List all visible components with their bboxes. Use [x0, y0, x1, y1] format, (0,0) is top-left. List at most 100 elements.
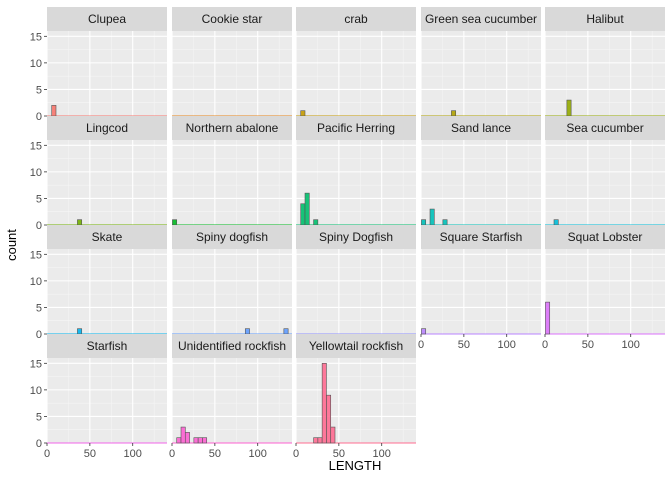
panel-background	[545, 249, 665, 334]
x-tick-label: 100	[373, 448, 391, 460]
facet-strip-label: Pacific Herring	[317, 121, 395, 135]
x-tick-label: 0	[293, 448, 299, 460]
x-tick-label: 50	[458, 339, 470, 351]
panel-background	[47, 31, 167, 116]
facet-strip	[47, 225, 167, 249]
x-tick-label: 0	[44, 448, 50, 460]
facet-skate: Skate 0 5 10 15	[30, 225, 167, 341]
panel-background	[296, 249, 416, 334]
facet-strip-label: Halibut	[586, 12, 624, 26]
y-tick-label: 5	[36, 302, 42, 314]
y-tick-label: 15	[30, 140, 42, 152]
facet-strip-label: Spiny dogfish	[196, 230, 268, 244]
histogram-bar	[51, 105, 57, 117]
x-tick-label: 0	[418, 339, 424, 351]
facet-strip	[545, 225, 665, 249]
histogram-bar	[566, 99, 572, 117]
facet-strip-label: Square Starfish	[440, 230, 523, 244]
facet-strip	[172, 7, 292, 31]
y-tick-label: 15	[30, 358, 42, 370]
histogram-bar	[283, 328, 289, 335]
facet-strip-label: Cookie star	[202, 12, 263, 26]
histogram-bar	[244, 328, 250, 335]
panel-background	[172, 31, 292, 116]
facet-northern-abalone: Northern abalone	[171, 116, 292, 226]
y-tick-label: 5	[36, 411, 42, 423]
panel-background	[421, 249, 541, 334]
panel-background	[47, 358, 167, 443]
facet-strip-label: crab	[344, 12, 368, 26]
facet-squat-lobster: Squat Lobster 0 50 100	[542, 225, 665, 351]
facet-strip-label: Northern abalone	[186, 121, 279, 135]
facet-square-starfish: Square Starfish 0 50 100	[418, 225, 541, 351]
panel-background	[545, 140, 665, 225]
facet-strip	[296, 116, 416, 140]
facet-spiny-dogfish: Spiny dogfish	[171, 225, 292, 335]
facet-strip-label: Spiny Dogfish	[319, 230, 393, 244]
facet-strip	[421, 7, 541, 31]
y-tick-label: 10	[30, 385, 42, 397]
y-tick-label: 0	[36, 438, 42, 450]
facet-strip	[545, 7, 665, 31]
facet-strip-label: Starfish	[87, 339, 128, 353]
histogram-bar	[317, 437, 323, 444]
facet-strip	[545, 116, 665, 140]
panel-background	[296, 31, 416, 116]
y-axis-title: count	[4, 229, 19, 261]
panel-background	[421, 31, 541, 116]
facet-strip-label: Clupea	[88, 12, 126, 26]
panel-background	[421, 140, 541, 225]
facet-strip-label: Green sea cucumber	[425, 12, 537, 26]
histogram-bar	[421, 328, 427, 335]
histogram-bar	[330, 426, 336, 444]
x-tick-label: 50	[582, 339, 594, 351]
histogram-bar	[300, 110, 306, 117]
facet-sea-cucumber: Sea cucumber	[544, 116, 665, 226]
facet-strip-label: Skate	[92, 230, 123, 244]
y-tick-label: 5	[36, 193, 42, 205]
panel-background	[172, 358, 292, 443]
y-tick-label: 5	[36, 84, 42, 96]
facet-spiny-dogfish: Spiny Dogfish	[295, 225, 416, 335]
x-tick-label: 100	[622, 339, 640, 351]
y-tick-label: 10	[30, 167, 42, 179]
facet-strip-label: Sand lance	[451, 121, 511, 135]
histogram-bar	[197, 437, 203, 444]
facet-halibut: Halibut	[544, 7, 665, 117]
histogram-bar	[180, 426, 186, 444]
facet-strip	[421, 116, 541, 140]
histogram-bar	[77, 328, 83, 335]
facet-strip-label: Squat Lobster	[568, 230, 643, 244]
y-tick-label: 15	[30, 31, 42, 43]
histogram-bar	[545, 301, 551, 335]
facet-pacific-herring: Pacific Herring	[295, 116, 416, 226]
panel-background	[172, 140, 292, 225]
histogram-bar	[193, 437, 199, 444]
histogram-bar	[321, 363, 327, 444]
histogram-bar	[176, 437, 182, 444]
x-tick-label: 100	[249, 448, 267, 460]
histogram-bar	[421, 219, 427, 226]
x-tick-label: 100	[498, 339, 516, 351]
histogram-bar	[326, 394, 332, 444]
y-tick-label: 15	[30, 249, 42, 261]
x-tick-label: 0	[169, 448, 175, 460]
facet-starfish: Starfish 0 5 10 15 0 50 100	[30, 334, 167, 460]
facet-strip	[421, 225, 541, 249]
x-tick-label: 100	[124, 448, 142, 460]
panel-background	[47, 140, 167, 225]
facet-strip	[47, 116, 167, 140]
histogram-bar	[172, 219, 178, 226]
panel-background	[172, 249, 292, 334]
y-tick-label: 0	[36, 111, 42, 123]
facet-strip	[296, 225, 416, 249]
facet-strip	[172, 225, 292, 249]
histogram-bar	[77, 219, 83, 226]
facet-yellowtail-rockfish: Yellowtail rockfish 0 50 100	[293, 334, 416, 460]
histogram-bar	[313, 219, 319, 226]
histogram-bar	[184, 432, 190, 444]
facet-cookie-star: Cookie star	[171, 7, 292, 117]
x-tick-label: 50	[333, 448, 345, 460]
histogram-bar	[442, 219, 448, 226]
histogram-bar	[429, 208, 435, 226]
